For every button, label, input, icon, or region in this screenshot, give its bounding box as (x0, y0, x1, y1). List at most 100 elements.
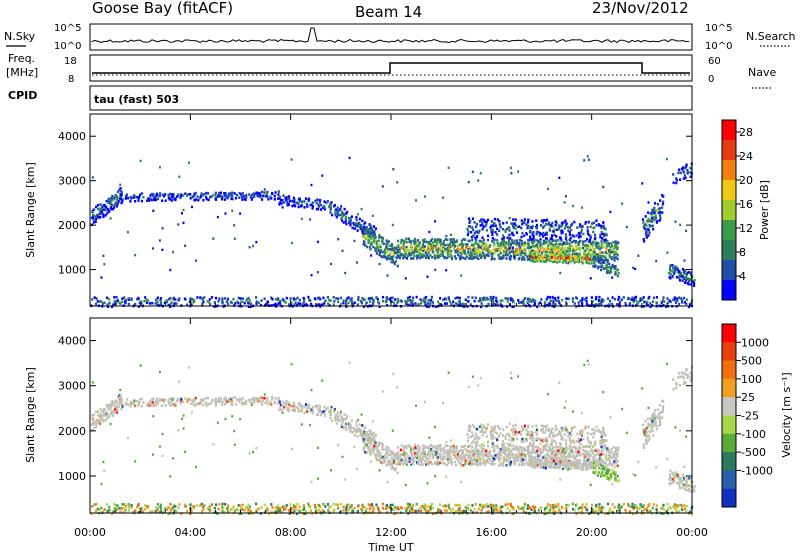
power-cell (569, 236, 572, 240)
velocity-cell (651, 425, 654, 429)
power-cell (525, 232, 528, 235)
velocity-cell (650, 416, 653, 419)
velocity-cell (562, 464, 565, 467)
power-cell (288, 197, 291, 201)
velocity-cell (119, 395, 122, 399)
velocity-cell (596, 462, 600, 466)
power-cell (652, 227, 655, 231)
velocity-cell (549, 464, 552, 467)
power-cell (463, 249, 467, 252)
velocity-cell (402, 448, 405, 452)
velocity-cell (141, 510, 144, 514)
power-cell (636, 302, 639, 306)
velocity-cell (477, 463, 480, 467)
power-cell (123, 296, 126, 300)
velocity-cell (374, 455, 377, 459)
velocity-cell (686, 373, 689, 377)
power-cell (552, 298, 555, 301)
velocity-cell (307, 403, 311, 407)
velocity-cell (542, 425, 546, 428)
velocity-cell (340, 423, 343, 427)
power-cell (509, 237, 512, 240)
power-cell (473, 299, 476, 303)
power-cell (574, 249, 577, 252)
velocity-cell (584, 452, 588, 456)
power-cell (446, 243, 449, 247)
velocity-cell (108, 508, 111, 512)
power-cell (536, 255, 539, 259)
velocity-cell (502, 442, 506, 445)
power-cell (441, 249, 445, 253)
power-cell (586, 245, 590, 249)
power-cell (358, 224, 361, 228)
velocity-cell (490, 461, 494, 464)
velocity-cell (489, 431, 492, 435)
velocity-cell (493, 448, 496, 451)
power-cell (495, 296, 498, 300)
velocity-cell (589, 440, 592, 444)
velocity-cell (506, 442, 509, 446)
velocity-cell (165, 508, 169, 511)
power-cell (218, 191, 221, 195)
power-cell (170, 195, 173, 198)
velocity-cell (510, 428, 513, 432)
power-cell (234, 301, 237, 305)
power-cell (502, 256, 505, 260)
velocity-cell (573, 457, 576, 461)
velocity-cell (454, 510, 458, 513)
power-cell (427, 299, 430, 302)
velocity-cell (685, 480, 688, 484)
power-cell (154, 198, 158, 202)
velocity-cell (297, 407, 300, 410)
velocity-cell (144, 504, 147, 507)
power-cell (408, 240, 411, 244)
power-cell (428, 248, 431, 252)
velocity-cell (427, 457, 430, 460)
velocity-cell (644, 439, 648, 442)
power-cell (159, 298, 162, 302)
power-cell (470, 235, 474, 239)
power-cell (577, 231, 580, 235)
power-cell (150, 192, 154, 196)
velocity-cell (454, 446, 457, 450)
power-cell (535, 252, 538, 256)
power-cell (412, 239, 415, 243)
velocity-cell (151, 401, 154, 404)
power-cell (622, 296, 625, 299)
power-cell (248, 246, 251, 249)
power-cell (491, 237, 494, 240)
power-cell (601, 251, 604, 255)
velocity-cell (159, 505, 162, 508)
power-cell (547, 223, 550, 226)
power-cell (152, 209, 155, 212)
velocity-cell (614, 477, 617, 480)
velocity-cell (277, 506, 280, 509)
power-cell (540, 298, 543, 301)
velocity-cell (398, 456, 401, 460)
velocity-cell (586, 432, 589, 435)
velocity-cell (677, 376, 680, 379)
velocity-cell (595, 425, 598, 429)
velocity-cell (606, 472, 609, 476)
velocity-cell (473, 449, 476, 453)
power-cell (601, 232, 604, 236)
power-cell (528, 239, 531, 242)
power-cell (439, 245, 443, 249)
velocity-cell (278, 408, 281, 412)
power-cell (391, 259, 394, 262)
power-cell (445, 298, 448, 301)
velocity-cell (298, 402, 301, 406)
power-cell (367, 234, 370, 237)
velocity-cell (410, 454, 413, 457)
power-cell (519, 253, 522, 257)
power-cell (106, 211, 109, 215)
power-cell (553, 260, 556, 263)
velocity-cell (518, 449, 521, 452)
velocity-cell (521, 463, 524, 467)
power-cell (501, 299, 504, 302)
power-cell (342, 214, 345, 217)
power-cell (597, 258, 600, 261)
velocity-cell (515, 445, 519, 449)
power-cell (249, 302, 252, 306)
velocity-cell (347, 503, 350, 507)
